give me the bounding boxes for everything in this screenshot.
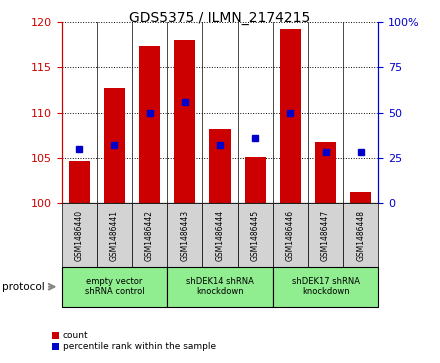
Bar xyxy=(167,267,273,307)
Text: GSM1486448: GSM1486448 xyxy=(356,209,365,261)
Bar xyxy=(209,129,231,203)
Bar xyxy=(97,203,132,267)
Bar xyxy=(238,203,273,267)
Bar xyxy=(174,40,195,203)
Text: GSM1486446: GSM1486446 xyxy=(286,209,295,261)
Text: GSM1486441: GSM1486441 xyxy=(110,209,119,261)
Bar xyxy=(62,203,97,267)
Text: GSM1486447: GSM1486447 xyxy=(321,209,330,261)
Bar xyxy=(132,203,167,267)
Bar xyxy=(273,203,308,267)
Bar xyxy=(273,267,378,307)
Text: GSM1486442: GSM1486442 xyxy=(145,209,154,261)
Text: shDEK17 shRNA
knockdown: shDEK17 shRNA knockdown xyxy=(292,277,359,297)
Text: protocol: protocol xyxy=(2,282,45,292)
Text: GSM1486444: GSM1486444 xyxy=(216,209,224,261)
Bar xyxy=(308,203,343,267)
Legend: count, percentile rank within the sample: count, percentile rank within the sample xyxy=(48,328,220,355)
Bar xyxy=(139,46,160,203)
Bar xyxy=(62,267,167,307)
Text: GSM1486440: GSM1486440 xyxy=(75,209,84,261)
Bar xyxy=(315,142,336,203)
Bar xyxy=(202,203,238,267)
Text: shDEK14 shRNA
knockdown: shDEK14 shRNA knockdown xyxy=(186,277,254,297)
Bar xyxy=(104,88,125,203)
Text: GSM1486443: GSM1486443 xyxy=(180,209,189,261)
Bar xyxy=(350,192,371,203)
Bar xyxy=(343,203,378,267)
Bar xyxy=(245,157,266,203)
Text: GDS5375 / ILMN_2174215: GDS5375 / ILMN_2174215 xyxy=(129,11,311,25)
Bar xyxy=(167,203,202,267)
Text: empty vector
shRNA control: empty vector shRNA control xyxy=(84,277,144,297)
Bar xyxy=(280,29,301,203)
Bar xyxy=(69,160,90,203)
Text: GSM1486445: GSM1486445 xyxy=(251,209,260,261)
